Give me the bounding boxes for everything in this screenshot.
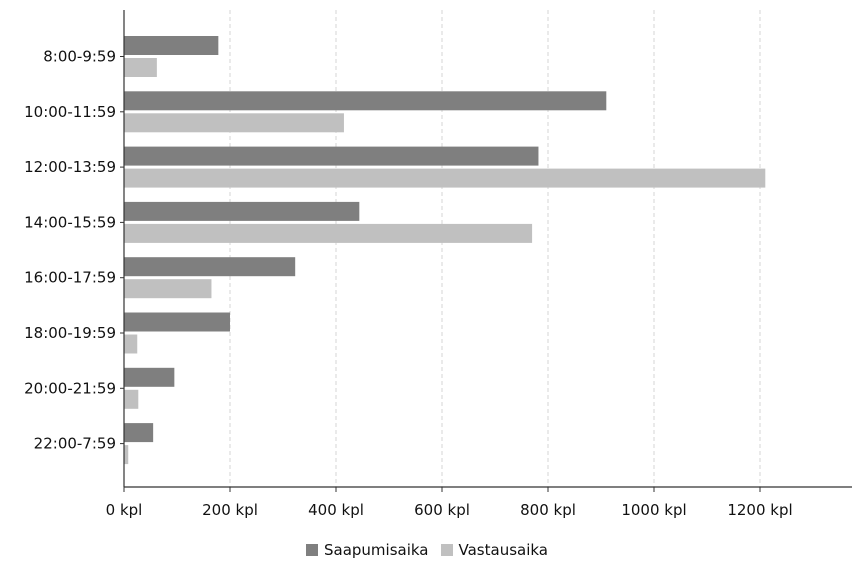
bar-vastausaika-0 (124, 58, 157, 77)
category-label-2: 12:00-13:59 (24, 158, 116, 176)
legend-item-saapumisaika: Saapumisaika (306, 541, 429, 559)
category-label-4: 16:00-17:59 (24, 269, 116, 287)
bar-vastausaika-7 (124, 445, 129, 465)
category-label-3: 14:00-15:59 (24, 213, 116, 231)
bar-saapumisaika-7 (124, 423, 154, 443)
category-label-7: 22:00-7:59 (34, 435, 116, 453)
bar-vastausaika-1 (124, 113, 344, 133)
category-label-6: 20:00-21:59 (24, 379, 116, 397)
bar-vastausaika-4 (124, 279, 212, 299)
bar-vastausaika-3 (124, 223, 533, 243)
bar-vastausaika-2 (124, 168, 766, 188)
category-label-0: 8:00-9:59 (43, 48, 116, 66)
legend-label-vastausaika: Vastausaika (458, 541, 548, 559)
bar-saapumisaika-4 (124, 257, 296, 277)
x-tick-label-600: 600 kpl (414, 501, 470, 519)
x-tick-label-1000: 1000 kpl (621, 501, 686, 519)
x-tick-label-400: 400 kpl (308, 501, 364, 519)
category-label-1: 10:00-11:59 (24, 103, 116, 121)
bar-saapumisaika-3 (124, 201, 360, 221)
legend-swatch-vastausaika (440, 544, 453, 556)
category-label-5: 18:00-19:59 (24, 324, 116, 342)
legend-swatch-saapumisaika (306, 544, 318, 556)
bar-saapumisaika-5 (124, 312, 230, 332)
x-tick-label-1200: 1200 kpl (727, 501, 792, 519)
x-tick-label-800: 800 kpl (520, 501, 576, 519)
bar-vastausaika-6 (124, 389, 139, 409)
bar-saapumisaika-6 (124, 367, 175, 387)
legend-label-saapumisaika: Saapumisaika (324, 541, 429, 559)
bar-vastausaika-5 (124, 334, 138, 354)
chart-legend: Saapumisaika Vastausaika (0, 541, 854, 559)
x-tick-label-0: 0 kpl (106, 501, 143, 519)
x-tick-label-200: 200 kpl (202, 501, 258, 519)
bar-saapumisaika-1 (124, 91, 607, 111)
bar-saapumisaika-2 (124, 146, 539, 166)
legend-item-vastausaika: Vastausaika (440, 541, 548, 559)
bar-saapumisaika-0 (124, 36, 219, 55)
